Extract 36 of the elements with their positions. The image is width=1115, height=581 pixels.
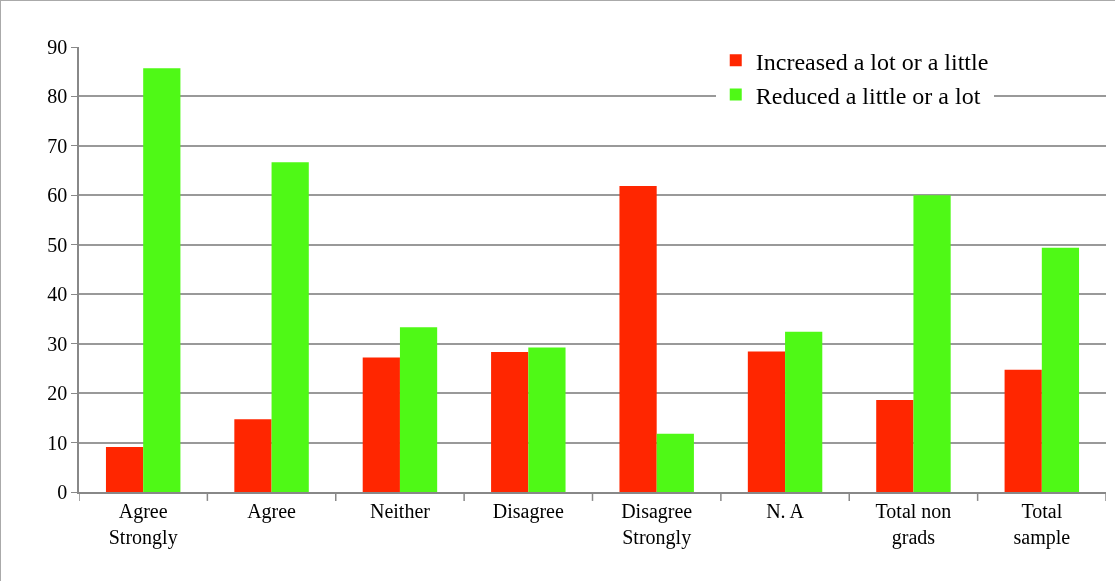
bar	[747, 351, 786, 492]
y-tick-label: 70	[47, 134, 68, 157]
bar	[234, 419, 272, 492]
x-tick-label: Disagree Strongly	[621, 499, 693, 549]
y-tick-label: 30	[47, 332, 68, 355]
bar	[271, 162, 309, 492]
y-tick-label: 0	[57, 481, 68, 503]
y-tick-label: 80	[47, 85, 68, 108]
y-tick-label: 50	[47, 233, 68, 256]
x-tick-label: Agree	[247, 499, 297, 523]
y-tick-label: 20	[47, 382, 68, 405]
bar	[528, 347, 566, 492]
bar	[491, 352, 529, 492]
x-tick-label: N. A	[766, 499, 805, 522]
bar	[619, 185, 657, 492]
bar	[362, 357, 400, 492]
y-tick-label: 10	[47, 431, 68, 454]
x-tick-label: Total sample	[1013, 499, 1071, 549]
x-tick-label: Agree Strongly	[108, 499, 178, 549]
bar	[399, 327, 438, 492]
legend-label: Increased a lot or a little	[755, 48, 989, 75]
x-tick-label: Neither	[369, 499, 431, 522]
x-tick-label: Total non grads	[875, 499, 952, 549]
bar	[1004, 369, 1042, 492]
y-tick-label: 40	[47, 283, 68, 306]
bar	[143, 68, 181, 492]
bar	[1041, 247, 1080, 492]
bar	[105, 447, 144, 492]
y-tick-label: 90	[47, 36, 68, 58]
bar	[876, 400, 914, 492]
legend-label: Reduced a little or a lot	[755, 82, 981, 109]
x-tick-label: Disagree	[492, 499, 564, 523]
bar	[656, 433, 694, 492]
y-tick-label: 60	[47, 184, 68, 207]
bar	[913, 195, 951, 492]
bar	[785, 331, 823, 492]
